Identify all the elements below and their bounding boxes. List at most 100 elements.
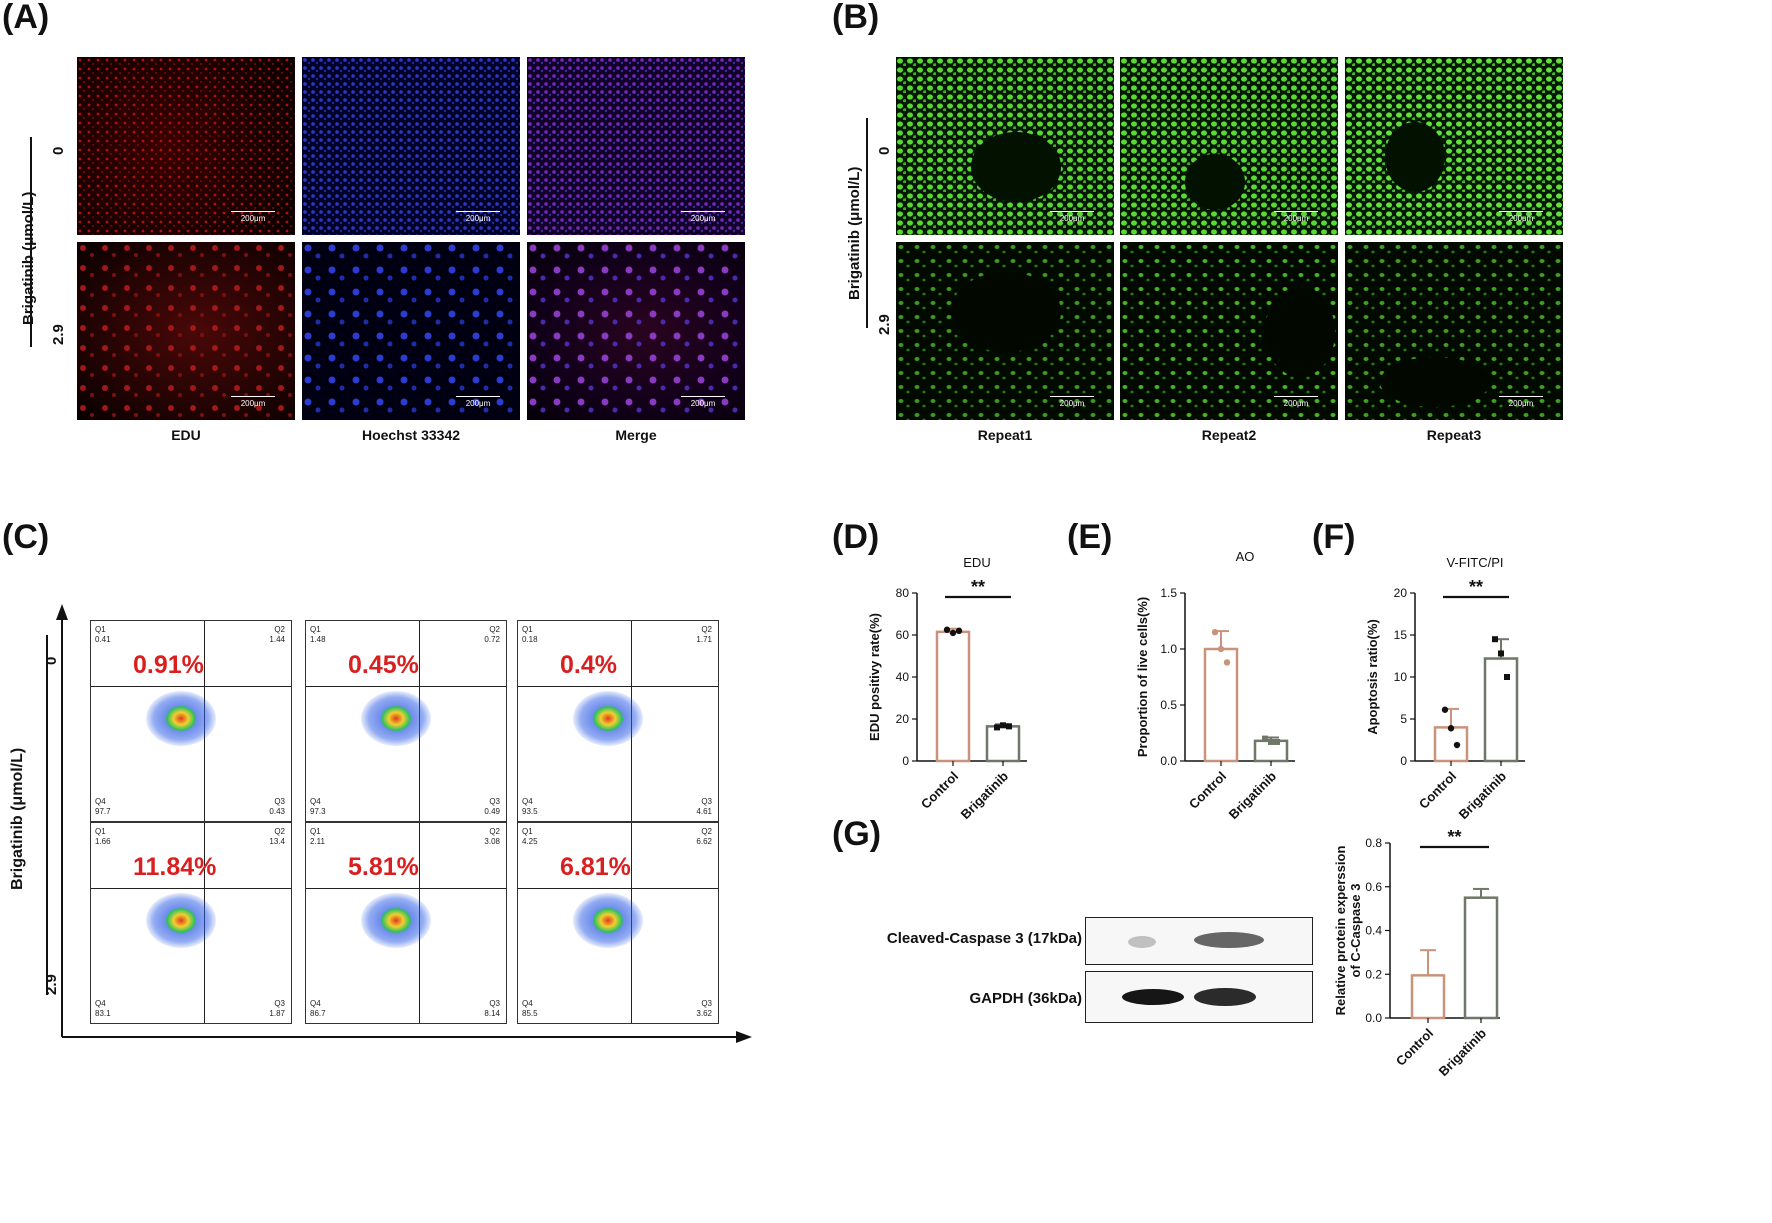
- y-tick-label: 5: [1400, 712, 1407, 726]
- col-label-repeat1: Repeat1: [977, 427, 1033, 443]
- x-tick-label: Brigatinib: [1226, 768, 1280, 822]
- panel-c-axes: [46, 604, 752, 1043]
- merge-image-treated: 200μm: [527, 242, 745, 420]
- hoechst-image-control: 200μm: [302, 57, 520, 235]
- quadrant-q3: Q3 8.14: [484, 999, 500, 1018]
- x-tick-label: Control: [1416, 769, 1459, 812]
- data-point: [1006, 723, 1012, 730]
- hoechst-image-treated: 200μm: [302, 242, 520, 420]
- scale-bar: 200μm: [231, 211, 275, 223]
- y-tick-label: 0: [1400, 754, 1407, 768]
- scale-bar: 200μm: [456, 211, 500, 223]
- flow-plot: Q1 1.66 Q2 13.4 Q3 1.87 Q4 83.1 11.84%: [90, 822, 292, 1024]
- y-tick-label: 15: [1394, 628, 1408, 642]
- apoptosis-percent: 6.81%: [560, 853, 631, 881]
- y-tick-label: 40: [896, 670, 910, 684]
- ao-image-repeat1-control: 200μm: [896, 57, 1114, 235]
- bar-brigatinib: [985, 725, 1021, 763]
- scatter-cloud-core: [166, 908, 196, 933]
- quadrant-q1: Q1 4.25: [522, 827, 538, 846]
- y-tick-label: 0.2: [1365, 967, 1382, 981]
- panel-c-row-0: 0: [43, 656, 60, 665]
- green-cells-dense: [896, 57, 1114, 235]
- blue-nuclei-dense: [302, 57, 520, 235]
- scatter-cloud-core: [381, 706, 411, 731]
- ao-image-repeat3-control: 200μm: [1345, 57, 1563, 235]
- data-point: [1492, 636, 1498, 643]
- scatter-cloud-core: [381, 908, 411, 933]
- y-axis-label: Relative protein experssion: [1333, 846, 1348, 1016]
- merge-image-control: 200μm: [527, 57, 745, 235]
- x-tick-label: Control: [1186, 769, 1229, 812]
- quadrant-q2: Q2 1.71: [696, 625, 712, 644]
- apoptosis-percent: 0.91%: [133, 651, 204, 679]
- significance-label: **: [1447, 827, 1461, 847]
- red-nuclei-sparse: [77, 242, 295, 420]
- blue-nuclei-sparse: [302, 242, 520, 420]
- scale-bar: 200μm: [681, 211, 725, 223]
- scale-bar: 200μm: [1050, 211, 1094, 223]
- ao-image-repeat2-control: 200μm: [1120, 57, 1338, 235]
- quadrant-q4: Q4 93.5: [522, 797, 538, 816]
- col-label-repeat3: Repeat3: [1426, 427, 1482, 443]
- apoptosis-percent: 5.81%: [348, 853, 419, 881]
- y-axis-label: of C-Caspase 3: [1348, 884, 1363, 978]
- chart-ao: 0.0 0.5 1.0 1.5 Proportion of live cells(%) A…: [1135, 549, 1295, 822]
- panel-b-row-0: 0: [876, 146, 893, 155]
- data-point: [1504, 674, 1510, 680]
- panel-label-e: (E): [1067, 518, 1113, 556]
- y-tick-label: 0.0: [1365, 1011, 1382, 1025]
- green-cells-sparse: [1345, 242, 1563, 420]
- quadrant-q3: Q3 1.87: [269, 999, 285, 1018]
- wb-band-brigatinib: [1194, 932, 1264, 948]
- x-tick-label: Brigatinib: [1456, 768, 1510, 822]
- scale-bar: 200μm: [1499, 396, 1543, 408]
- merged-nuclei-sparse: [527, 242, 745, 420]
- col-label-edu: EDU: [171, 427, 201, 443]
- quadrant-q2: Q2 13.4: [269, 827, 285, 846]
- data-point: [1453, 741, 1461, 749]
- quadrant-q4: Q4 86.7: [310, 999, 326, 1018]
- ao-image-repeat3-treated: 200μm: [1345, 242, 1563, 420]
- scale-bar: 200μm: [1050, 396, 1094, 408]
- panel-c-row-2-9: 2.9: [43, 974, 60, 995]
- quadrant-q3: Q3 0.43: [269, 797, 285, 816]
- quadrant-q2: Q2 1.44: [269, 625, 285, 644]
- wb-label-cleaved-caspase3: Cleaved-Caspase 3 (17kDa): [886, 930, 1082, 947]
- quadrant-divider-horizontal: [306, 888, 506, 889]
- flow-plot: Q1 4.25 Q2 6.62 Q3 3.62 Q4 85.5 6.81%: [517, 822, 719, 1024]
- bar-control: [935, 630, 971, 763]
- bar-control: [1203, 647, 1239, 763]
- green-cells-dense: [1345, 57, 1563, 235]
- quadrant-q2: Q2 6.62: [696, 827, 712, 846]
- data-point: [1211, 629, 1219, 636]
- quadrant-q3: Q3 0.49: [484, 797, 500, 816]
- quadrant-divider-horizontal: [91, 888, 291, 889]
- wb-band-control: [1122, 989, 1184, 1005]
- data-point: [1217, 645, 1225, 653]
- y-tick-label: 20: [1394, 586, 1408, 600]
- quadrant-divider-horizontal: [306, 686, 506, 687]
- green-cells-sparse: [896, 242, 1114, 420]
- y-tick-label: 60: [896, 628, 910, 642]
- ao-image-repeat1-treated: 200μm: [896, 242, 1114, 420]
- flow-plot: Q1 0.41 Q2 1.44 Q3 0.43 Q4 97.7 0.91%: [90, 620, 292, 822]
- chart-title: EDU: [963, 555, 990, 570]
- panel-b-yaxis-label: Brigatinib (μmol/L): [846, 166, 863, 300]
- quadrant-q4: Q4 97.7: [95, 797, 111, 816]
- data-point: [955, 627, 963, 634]
- quadrant-q2: Q2 3.08: [484, 827, 500, 846]
- quadrant-q3: Q3 4.61: [696, 797, 712, 816]
- y-tick-label: 0.6: [1365, 880, 1382, 894]
- col-label-merge: Merge: [615, 427, 657, 443]
- quadrant-divider-horizontal: [518, 686, 718, 687]
- scale-bar: 200μm: [456, 396, 500, 408]
- data-point: [1498, 650, 1504, 657]
- flow-plot: Q1 2.11 Q2 3.08 Q3 8.14 Q4 86.7 5.81%: [305, 822, 507, 1024]
- panel-label-b: (B): [832, 0, 880, 36]
- wb-blot-cleaved-caspase3: [1085, 917, 1313, 965]
- panel-label-d: (D): [832, 518, 880, 556]
- x-tick-label: Control: [1393, 1026, 1436, 1069]
- col-label-hoechst: Hoechst 33342: [361, 427, 461, 443]
- data-point: [1262, 735, 1268, 742]
